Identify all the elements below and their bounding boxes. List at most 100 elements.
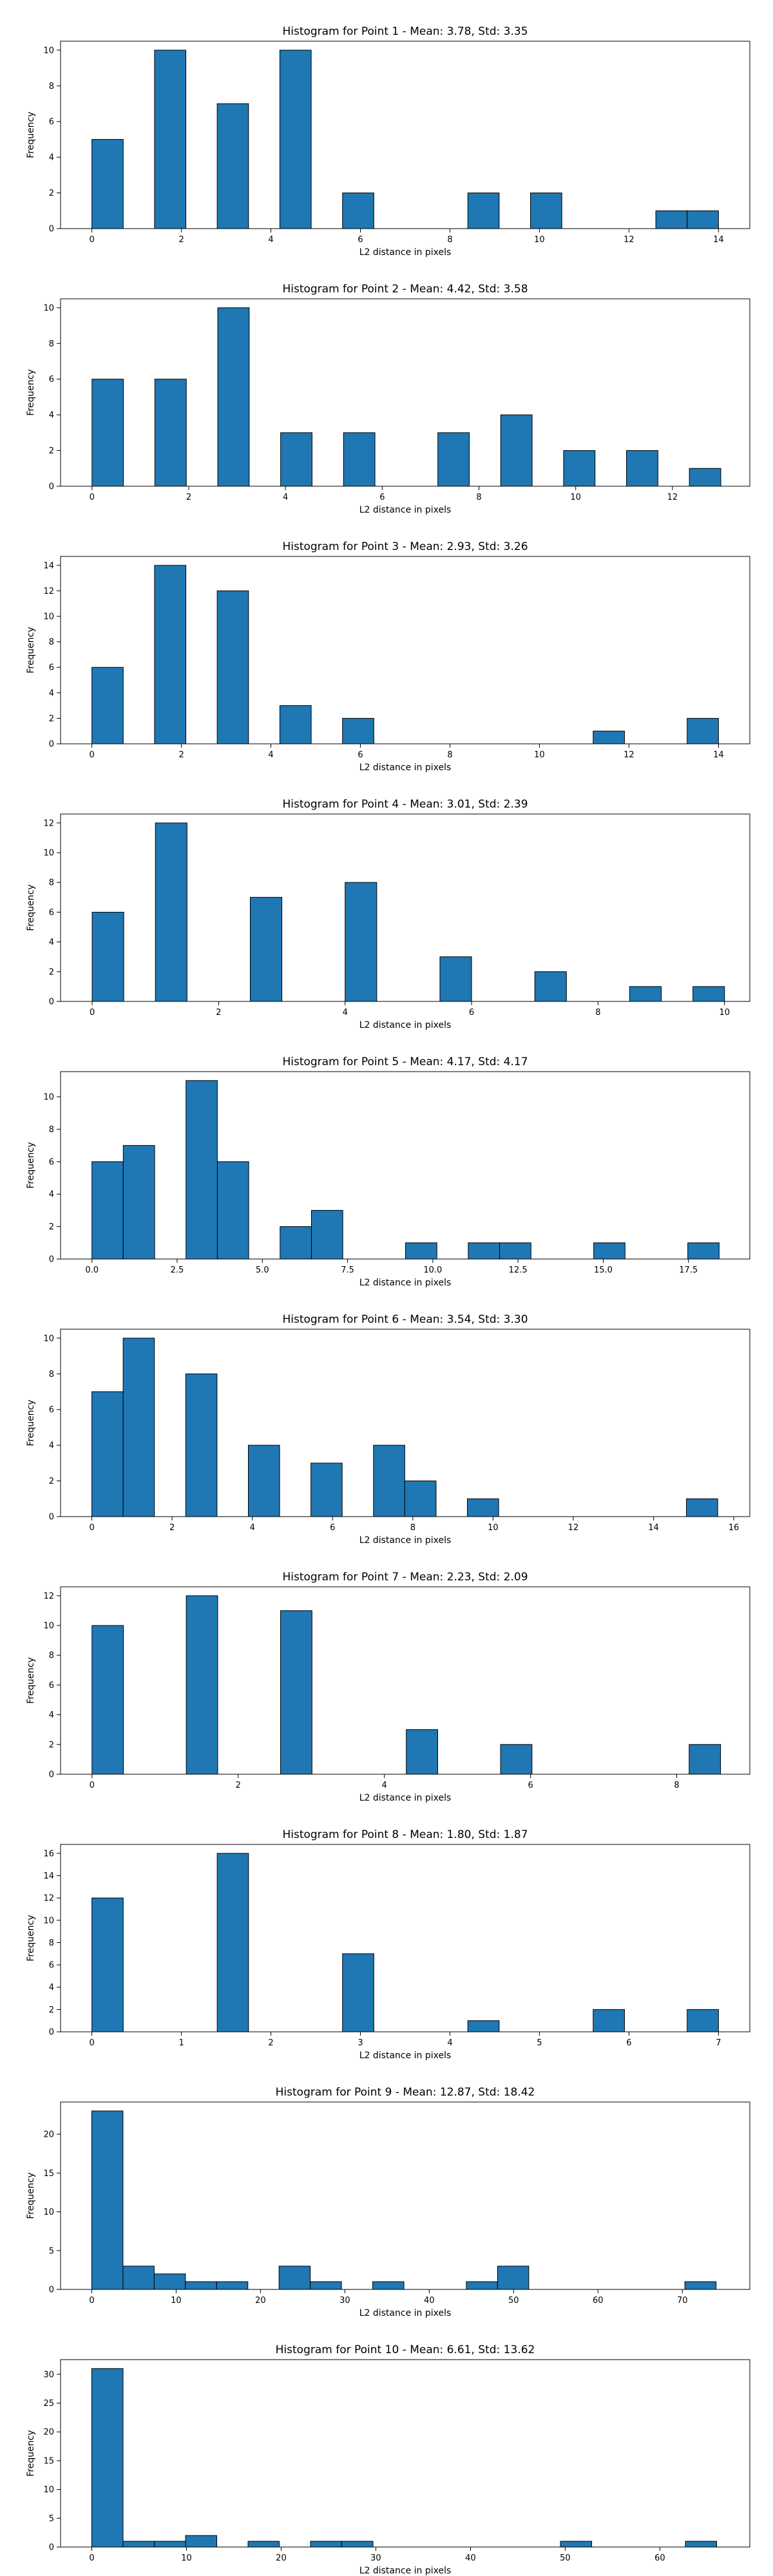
plot-frame <box>60 298 750 487</box>
y-tick-label: 12 <box>43 819 54 828</box>
y-tick-label: 4 <box>49 1983 54 1993</box>
x-axis-label: L2 distance in pixels <box>359 505 452 515</box>
histogram-bar <box>217 307 250 487</box>
x-axis-label: L2 distance in pixels <box>359 762 452 773</box>
histogram-bar <box>687 210 719 229</box>
histogram-bar <box>500 414 533 487</box>
histogram-bar <box>91 911 124 1002</box>
x-tick-label: 6 <box>358 235 363 245</box>
x-tick-label: 0 <box>90 493 95 502</box>
histogram-bar <box>500 1744 533 1775</box>
y-tick-label: 12 <box>43 587 54 596</box>
histogram-bar <box>310 2541 343 2548</box>
histogram-bar <box>154 379 187 487</box>
y-tick-label: 6 <box>49 1681 54 1690</box>
x-tick-label: 12 <box>667 493 678 502</box>
x-tick-label: 0 <box>89 2553 94 2563</box>
y-tick-label: 10 <box>43 303 54 313</box>
y-tick-label: 2 <box>49 1477 54 1486</box>
x-tick-label: 6 <box>330 1523 335 1533</box>
x-axis-label: L2 distance in pixels <box>359 2308 452 2318</box>
histogram-bar <box>466 2281 498 2290</box>
x-tick-label: 60 <box>593 2296 604 2306</box>
y-tick-label: 10 <box>43 2485 54 2495</box>
x-tick-label: 0.0 <box>85 1265 99 1275</box>
y-axis-label: Frequency <box>26 2430 36 2476</box>
x-tick-label: 70 <box>677 2296 688 2306</box>
histogram-bar <box>216 1853 249 2032</box>
chart-title: Histogram for Point 10 - Mean: 6.61, Std… <box>276 2344 535 2356</box>
histogram-bar <box>689 468 721 487</box>
histogram-bar <box>686 1498 718 1517</box>
histogram-bar <box>372 2281 405 2290</box>
y-tick-label: 4 <box>49 1441 54 1451</box>
histogram-bar <box>91 1391 124 1517</box>
histogram-bar <box>122 1338 155 1517</box>
x-tick-label: 0 <box>89 1523 94 1533</box>
histogram-bar <box>91 2110 124 2290</box>
histogram-bar <box>91 1897 124 2032</box>
y-tick-label: 20 <box>43 2130 54 2140</box>
y-tick-label: 4 <box>49 1710 54 1720</box>
x-tick-label: 12.5 <box>509 1265 528 1275</box>
histogram-bar <box>91 1625 124 1775</box>
y-tick-label: 30 <box>43 2370 54 2380</box>
y-tick-label: 4 <box>49 411 54 421</box>
x-tick-label: 12 <box>624 235 635 245</box>
histogram-bar <box>154 50 187 229</box>
x-tick-label: 12 <box>624 750 635 760</box>
x-tick-label: 2 <box>216 1008 221 1018</box>
chart-title: Histogram for Point 2 - Mean: 4.42, Std:… <box>282 283 528 296</box>
y-tick-label: 2 <box>49 714 54 724</box>
histogram-bar <box>405 1242 437 1260</box>
histogram-bar <box>467 1498 499 1517</box>
y-tick-label: 2 <box>49 446 54 456</box>
y-tick-label: 10 <box>43 1622 54 1631</box>
y-tick-label: 15 <box>43 2169 54 2179</box>
x-tick-label: 10 <box>171 2296 182 2306</box>
histogram-bar <box>216 103 249 229</box>
x-tick-label: 0 <box>89 235 94 245</box>
plot-frame <box>60 2359 750 2548</box>
histogram-bar <box>91 667 124 744</box>
x-tick-label: 4 <box>283 493 288 502</box>
y-tick-label: 4 <box>49 688 54 698</box>
histogram-bar <box>684 2281 717 2290</box>
histogram-bar <box>497 2266 530 2290</box>
x-tick-label: 4 <box>268 750 273 760</box>
histogram-bar <box>437 432 470 487</box>
y-tick-label: 4 <box>49 938 54 947</box>
histogram-bar <box>185 2535 218 2548</box>
y-tick-label: 6 <box>49 908 54 918</box>
histogram-bar <box>91 1161 124 1260</box>
histogram-bar <box>185 2281 217 2290</box>
x-tick-label: 0 <box>90 1008 95 1018</box>
y-tick-label: 0 <box>49 1255 54 1265</box>
x-tick-label: 6 <box>358 750 363 760</box>
histogram-bar <box>530 193 562 229</box>
x-tick-label: 0 <box>89 2296 94 2306</box>
x-tick-label: 17.5 <box>679 1265 698 1275</box>
y-tick-label: 2 <box>49 1222 54 1232</box>
y-tick-label: 10 <box>43 1093 54 1103</box>
y-tick-label: 8 <box>49 1125 54 1135</box>
plot-frame <box>60 1329 750 1517</box>
y-axis-label: Frequency <box>26 1142 36 1188</box>
y-tick-label: 25 <box>43 2399 54 2409</box>
histogram-bar <box>439 956 472 1002</box>
x-tick-label: 0 <box>89 2038 94 2048</box>
y-axis-label: Frequency <box>26 884 36 931</box>
x-tick-label: 10 <box>534 750 545 760</box>
y-tick-label: 0 <box>49 2286 54 2295</box>
histogram-bar <box>122 2541 155 2548</box>
histogram-bar <box>250 896 283 1002</box>
y-tick-label: 6 <box>49 117 54 127</box>
x-tick-label: 10 <box>570 493 581 502</box>
x-tick-label: 50 <box>560 2553 571 2563</box>
plot-frame <box>60 813 750 1002</box>
x-axis-label: L2 distance in pixels <box>359 2050 452 2061</box>
x-tick-label: 60 <box>654 2553 665 2563</box>
x-axis-label: L2 distance in pixels <box>359 1020 452 1030</box>
histogram-bar <box>216 1161 249 1260</box>
